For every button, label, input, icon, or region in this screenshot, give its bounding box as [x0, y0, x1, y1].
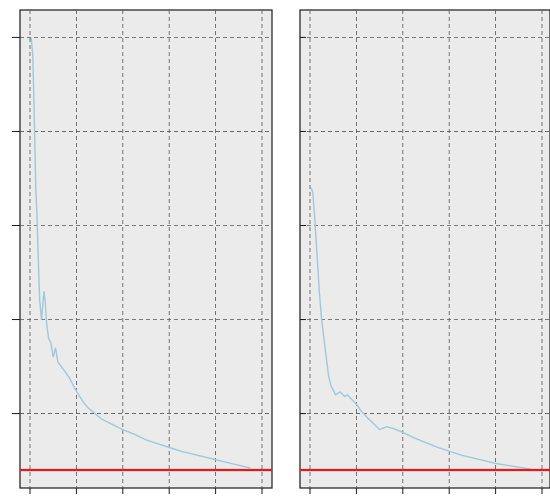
series-line-1	[30, 37, 251, 469]
series-line-1	[310, 187, 531, 470]
panel-2	[299, 9, 550, 494]
panel-1	[12, 9, 273, 494]
panel-background	[19, 9, 273, 489]
panel-background	[299, 9, 550, 489]
plot-area	[300, 10, 550, 488]
plot-area	[20, 10, 272, 488]
